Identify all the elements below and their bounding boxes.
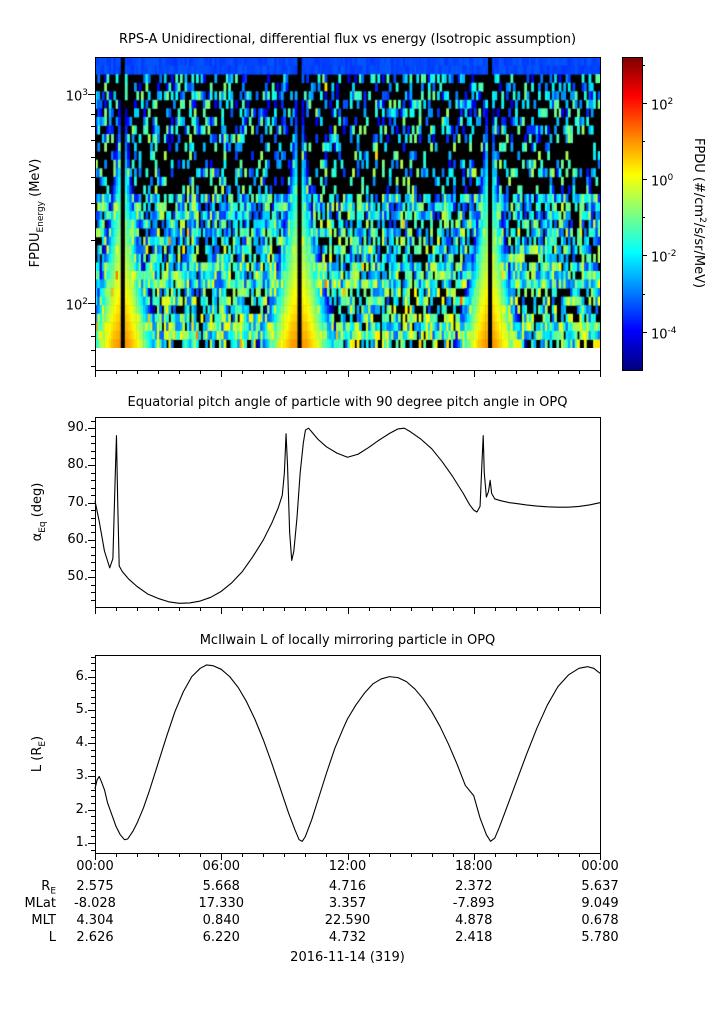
colorbar-tick-label: 100 — [651, 173, 674, 190]
spectrogram-title: RPS-A Unidirectional, differential flux … — [118, 32, 577, 47]
ephemeris-row-label: MLT — [31, 913, 56, 928]
mcilwain-l-title: McIlwain L of locally mirroring particle… — [199, 633, 496, 648]
ephemeris-row-label: RE — [41, 879, 56, 897]
mcilwain-l-frame — [95, 655, 601, 854]
mcilwain-l-ytick-label: 2. — [75, 802, 88, 817]
time-tick-label: 18:00 — [455, 859, 493, 874]
date-label: 2016-11-14 (319) — [290, 950, 405, 965]
ephemeris-value: 2.372 — [455, 879, 493, 894]
mcilwain-l-ytick-label: 1. — [75, 835, 88, 850]
ephemeris-value: 4.732 — [328, 930, 367, 945]
ephemeris-row-label: MLat — [24, 896, 56, 911]
mcilwain-l-series — [94, 664, 601, 842]
time-tick-label: 00:00 — [76, 859, 114, 874]
spectrogram-heatmap — [95, 57, 600, 348]
colorbar-gradient — [622, 57, 642, 370]
ephemeris-value: -7.893 — [452, 896, 495, 911]
pitch-angle-ytick-label: 50. — [67, 569, 88, 584]
ephemeris-value: -8.028 — [74, 896, 116, 911]
mcilwain-l-ytick-label: 3. — [75, 768, 88, 783]
ephemeris-row-label: L — [48, 930, 56, 945]
ephemeris-value: 0.840 — [202, 913, 240, 928]
pitch-angle-ytick-label: 60. — [67, 532, 88, 547]
ephemeris-value: 9.049 — [581, 896, 619, 911]
pitch-angle-series — [94, 427, 601, 604]
mcilwain-l-ytick-label: 4. — [75, 735, 88, 750]
colorbar-tick-label: 10-4 — [651, 326, 677, 343]
pitch-angle-ytick-label: 70. — [67, 495, 88, 510]
mcilwain-l-ytick-label: 5. — [75, 702, 88, 717]
ephemeris-value: 6.220 — [202, 930, 240, 945]
time-tick-label: 06:00 — [202, 859, 240, 874]
ephemeris-value: 17.330 — [198, 896, 245, 911]
ephemeris-value: 4.716 — [328, 879, 367, 894]
spectrogram-ylabel: FPDUEnergy (MeV) — [28, 159, 46, 268]
ylabel-unit: (MeV) — [28, 158, 44, 202]
pitch-angle-ytick-label: 80. — [67, 457, 88, 472]
spectrogram-ytick-label: 103 — [65, 88, 88, 105]
pitch-angle-frame — [95, 417, 601, 608]
colorbar-tick-label: 102 — [651, 97, 674, 114]
spectrogram-ytick-label: 102 — [65, 297, 88, 314]
ephemeris-value: 4.304 — [76, 913, 114, 928]
ephemeris-value: 0.678 — [581, 913, 619, 928]
colorbar-tick-label: 10-2 — [651, 249, 677, 266]
ephemeris-value: 5.780 — [581, 930, 619, 945]
ephemeris-value: 4.878 — [455, 913, 493, 928]
mcilwain-l-ytick-label: 6. — [75, 669, 88, 684]
ephemeris-value: 2.626 — [76, 930, 114, 945]
ephemeris-value: 3.357 — [328, 896, 367, 911]
ephemeris-value: 22.590 — [324, 913, 371, 928]
ylabel-subscript: Energy — [35, 201, 46, 233]
ylabel-text: FPDU — [28, 232, 44, 268]
pitch-angle-title: Equatorial pitch angle of particle with … — [127, 395, 568, 410]
time-tick-label: 00:00 — [581, 859, 619, 874]
ephemeris-value: 2.418 — [455, 930, 493, 945]
time-tick-label: 12:00 — [328, 859, 367, 874]
pitch-angle-ytick-label: 90. — [67, 420, 88, 435]
ephemeris-value: 2.575 — [76, 879, 114, 894]
ephemeris-value: 5.668 — [202, 879, 240, 894]
ephemeris-value: 5.637 — [581, 879, 619, 894]
